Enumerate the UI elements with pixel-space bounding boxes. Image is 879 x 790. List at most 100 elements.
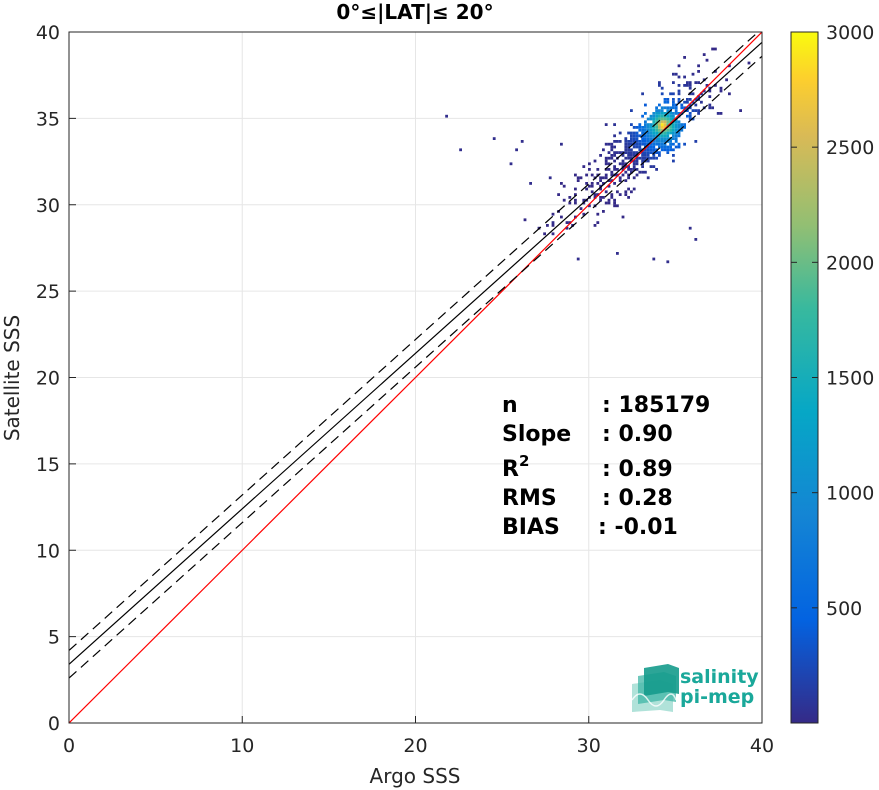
density-cell	[677, 89, 681, 93]
density-cell	[672, 123, 675, 126]
density-cell	[697, 112, 700, 115]
density-cell	[683, 75, 686, 79]
density-cell	[708, 89, 712, 93]
density-cell	[579, 176, 583, 180]
density-cell	[652, 123, 656, 126]
density-cell	[658, 117, 661, 121]
density-cell	[602, 196, 605, 199]
density-cell	[610, 154, 614, 157]
density-cell	[697, 64, 700, 68]
density-cell	[674, 128, 678, 132]
density-cell	[669, 140, 672, 143]
density-cell	[677, 131, 681, 135]
density-cell	[688, 226, 692, 230]
density-cell	[644, 123, 647, 126]
density-cell	[672, 106, 675, 110]
density-cell	[618, 151, 622, 154]
density-cell	[607, 198, 611, 202]
density-cell	[607, 201, 611, 205]
density-cell	[632, 134, 636, 138]
density-cell	[649, 117, 653, 121]
stat-label-rms: RMS	[502, 486, 557, 511]
density-cell	[644, 170, 647, 174]
density-cell	[666, 128, 670, 132]
density-cell	[607, 162, 611, 166]
density-cell	[618, 162, 622, 166]
density-cell	[660, 148, 664, 152]
density-cell	[562, 184, 566, 188]
density-cell	[574, 215, 577, 219]
fit-line	[69, 41, 762, 665]
density-cell	[660, 137, 664, 140]
regression-lines	[69, 32, 762, 723]
density-cell	[652, 156, 656, 160]
density-cell	[635, 173, 639, 177]
density-cell	[590, 182, 594, 185]
density-cell	[697, 95, 700, 98]
density-cell	[596, 212, 600, 216]
density-cell	[705, 58, 709, 62]
density-cell	[683, 84, 686, 87]
colorbar-tick-label: 1500	[826, 368, 874, 390]
density-cell	[666, 109, 670, 112]
density-cell	[686, 81, 689, 84]
density-cell	[652, 114, 656, 118]
salinity-pi-mep-logo: salinity pi-mep	[631, 664, 759, 712]
density-cell	[655, 117, 658, 121]
density-cell	[610, 196, 614, 199]
density-cell	[697, 70, 700, 73]
density-cell	[557, 193, 560, 196]
density-cell	[658, 109, 661, 112]
density-cell	[604, 201, 608, 205]
density-cell	[646, 140, 650, 143]
density-cell	[613, 204, 616, 208]
density-cell	[632, 131, 636, 135]
density-cell	[492, 137, 496, 140]
y-tick-label: 0	[48, 713, 60, 735]
density-cell	[669, 114, 672, 118]
density-cell	[649, 142, 653, 146]
density-cell	[574, 187, 577, 191]
density-cell	[588, 184, 591, 188]
density-cell	[674, 126, 678, 129]
density-cell	[632, 142, 636, 146]
density-cell	[641, 170, 644, 174]
density-cell	[593, 193, 597, 196]
density-cell	[669, 112, 672, 115]
density-cell	[672, 98, 675, 101]
y-tick-label: 10	[36, 540, 60, 562]
density-cell	[576, 179, 580, 182]
density-cell	[624, 156, 628, 160]
density-cell	[618, 193, 622, 196]
density-cell	[627, 196, 630, 199]
density-cell	[658, 103, 661, 107]
density-cell	[688, 106, 692, 110]
density-cell	[646, 156, 650, 160]
density-cell	[635, 159, 639, 163]
density-cell	[666, 117, 670, 121]
y-tick-label: 15	[36, 454, 60, 476]
density-cell	[624, 148, 628, 152]
density-cell	[694, 140, 698, 143]
density-cell	[663, 145, 667, 149]
density-cell	[672, 103, 675, 107]
stat-label-r: R2	[502, 452, 529, 482]
density-cell	[677, 142, 681, 146]
density-cell	[602, 182, 605, 185]
density-cell	[627, 142, 630, 146]
density-cell	[658, 151, 661, 154]
density-cell	[674, 120, 678, 124]
density-cell	[621, 159, 625, 163]
density-cell	[658, 114, 661, 118]
density-cell	[672, 137, 675, 140]
density-cell	[655, 142, 658, 146]
density-cell	[638, 145, 642, 149]
density-cell	[627, 156, 630, 160]
density-cell	[582, 198, 586, 202]
density-cell	[658, 131, 661, 135]
density-cell	[677, 123, 681, 126]
density-cell	[644, 142, 647, 146]
density-cell	[574, 193, 577, 196]
colorbar-tick-label: 500	[826, 598, 862, 620]
density-cell	[655, 109, 658, 112]
